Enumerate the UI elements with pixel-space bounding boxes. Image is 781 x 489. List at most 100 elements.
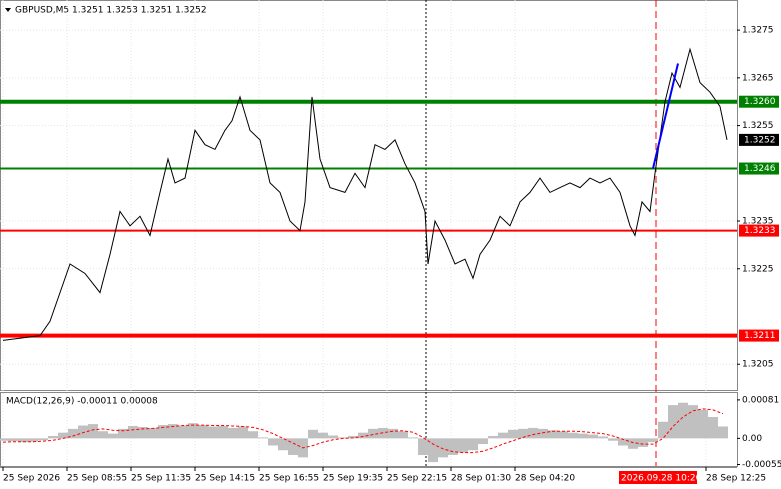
x-tick-label: 25 Sep 2026	[3, 474, 60, 484]
current-price-label: 1.3252	[744, 135, 776, 145]
level-label-box	[739, 224, 779, 237]
histogram-bar	[48, 435, 58, 439]
histogram-bar	[448, 438, 458, 455]
y-tick-label: 1.3265	[742, 73, 774, 83]
histogram-bar	[198, 425, 208, 439]
histogram-bar	[458, 438, 468, 453]
x-tick-label: 25 Sep 11:35	[131, 474, 191, 484]
histogram-bar	[208, 426, 218, 439]
y-tick-label: 1.3275	[742, 26, 774, 36]
histogram-bar	[428, 438, 438, 463]
level-label: 1.3211	[744, 331, 776, 341]
histogram-bar	[578, 433, 588, 439]
histogram-bar	[98, 431, 108, 439]
histogram-bar	[538, 428, 548, 439]
histogram-bar	[138, 426, 148, 439]
histogram-bar	[558, 431, 568, 439]
histogram-bar	[648, 438, 658, 443]
histogram-bar	[678, 402, 688, 439]
histogram-bar	[498, 432, 508, 439]
histogram-bar	[338, 437, 348, 439]
histogram-bar	[288, 438, 298, 455]
histogram-bar	[368, 428, 378, 439]
histogram-bar	[108, 433, 118, 439]
histogram-bar	[0, 438, 8, 441]
x-tick-label: 28 Sep 12:25	[706, 474, 766, 484]
cursor-time-label: 2026.09.28 10:20	[621, 474, 702, 484]
histogram-bar	[358, 432, 368, 439]
histogram-bar	[698, 409, 708, 439]
histogram-bar	[398, 431, 408, 439]
histogram-bar	[518, 428, 528, 439]
symbol-arrow	[5, 8, 11, 12]
x-tick-label: 25 Sep 14:15	[195, 474, 255, 484]
y-tick-label: 1.3205	[742, 360, 774, 370]
histogram-bar	[528, 427, 538, 439]
histogram-bar	[268, 438, 278, 446]
histogram-bar	[58, 432, 68, 439]
histogram-bar	[188, 423, 198, 439]
histogram-bar	[718, 426, 728, 439]
histogram-bar	[488, 435, 498, 439]
histogram-bar	[38, 438, 48, 441]
y-tick-label: 0.00081	[742, 395, 779, 405]
histogram-bar	[668, 405, 678, 439]
y-tick-label: -0.00055	[742, 460, 781, 470]
main-frame	[0, 0, 738, 391]
histogram-bar	[68, 428, 78, 439]
macd-title: MACD(12,26,9) -0.00011 0.00008	[6, 397, 158, 407]
level-label: 1.3233	[744, 226, 776, 236]
x-tick-label: 28 Sep 04:20	[515, 474, 575, 484]
histogram-bar	[408, 437, 418, 439]
histogram-bar	[708, 416, 718, 439]
histogram-bar	[638, 438, 648, 447]
y-tick-label: 1.3255	[742, 121, 774, 131]
x-tick-label: 28 Sep 01:30	[451, 474, 511, 484]
histogram-bar	[328, 435, 338, 439]
histogram-bar	[168, 424, 178, 439]
histogram-bar	[468, 438, 478, 451]
histogram-bar	[178, 425, 188, 439]
histogram-bar	[78, 425, 88, 439]
histogram-bar	[628, 438, 638, 449]
price-line	[2, 47, 728, 341]
y-tick-label: 0.00	[742, 434, 762, 444]
current-price-box	[739, 133, 779, 146]
macd-frame	[0, 392, 738, 467]
x-tick-label: 25 Sep 22:15	[387, 474, 447, 484]
histogram-bar	[348, 435, 358, 439]
histogram-bar	[438, 438, 448, 458]
histogram-bar	[388, 428, 398, 439]
level-label: 1.3246	[744, 164, 776, 174]
histogram-bar	[258, 437, 268, 439]
histogram-bar	[618, 438, 628, 446]
histogram-bar	[478, 438, 488, 445]
histogram-bar	[158, 425, 168, 439]
histogram-bar	[228, 427, 238, 439]
histogram-bar	[148, 427, 158, 439]
histogram-bar	[688, 405, 698, 439]
histogram-bar	[278, 438, 288, 451]
histogram-bar	[308, 429, 318, 439]
histogram-bar	[118, 428, 128, 439]
level-label-box	[739, 162, 779, 175]
y-tick-label: 1.3235	[742, 217, 774, 227]
histogram-bar	[608, 438, 618, 441]
cursor-time-box	[619, 471, 697, 484]
level-label: 1.3260	[744, 97, 776, 107]
x-tick-label: 25 Sep 19:35	[323, 474, 383, 484]
histogram-bar	[658, 421, 668, 439]
histogram-bar	[218, 426, 228, 439]
histogram-bar	[548, 430, 558, 439]
histogram-bar	[508, 429, 518, 439]
x-tick-label: 25 Sep 16:55	[259, 474, 319, 484]
histogram-bar	[248, 431, 258, 439]
x-tick-label: 25 Sep 08:55	[67, 474, 127, 484]
histogram-bar	[28, 438, 38, 442]
chart-title: GBPUSD,M5 1.3251 1.3253 1.3251 1.3252	[15, 6, 207, 16]
level-label-box	[739, 329, 779, 342]
histogram-bar	[568, 432, 578, 439]
signal-line	[2, 408, 724, 454]
